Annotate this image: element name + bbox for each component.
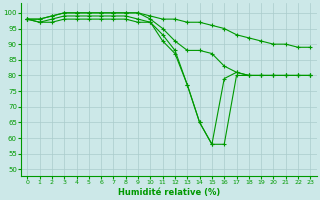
X-axis label: Humidité relative (%): Humidité relative (%) — [118, 188, 220, 197]
